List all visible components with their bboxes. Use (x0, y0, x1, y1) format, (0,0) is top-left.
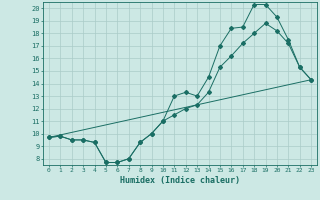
X-axis label: Humidex (Indice chaleur): Humidex (Indice chaleur) (120, 176, 240, 185)
